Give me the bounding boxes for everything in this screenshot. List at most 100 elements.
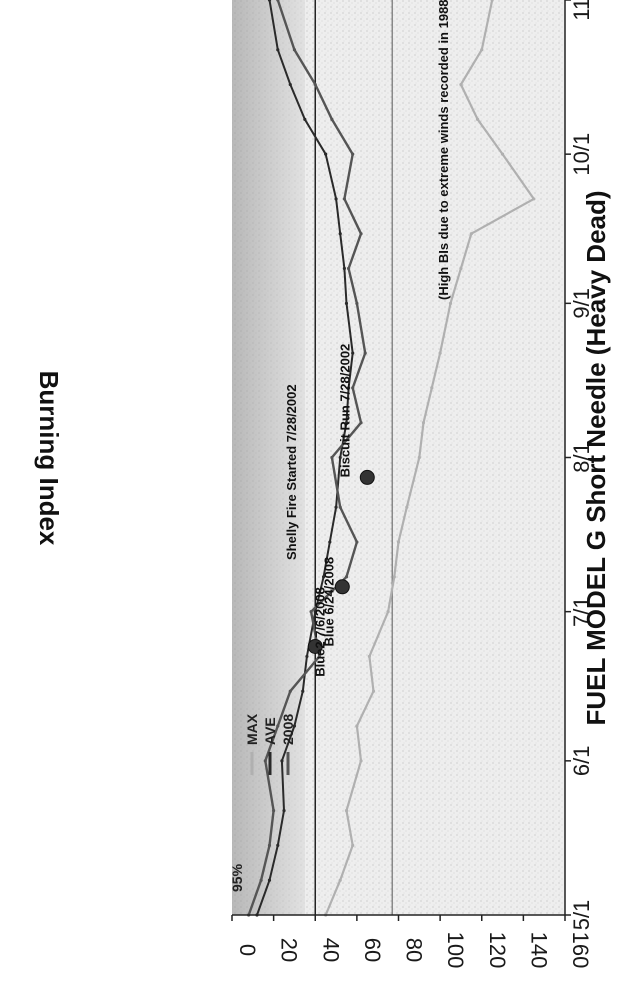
data-point: [267, 843, 272, 847]
data-point: [259, 878, 263, 882]
data-point: [321, 575, 326, 579]
x-tick-label: 6/1: [569, 746, 594, 777]
data-point: [344, 421, 349, 425]
data-point: [405, 505, 409, 509]
legend-label-ave: AVE: [262, 717, 278, 745]
data-point: [342, 197, 346, 201]
data-point: [267, 878, 272, 882]
data-point: [459, 82, 463, 87]
data-point: [309, 610, 313, 614]
data-point: [313, 82, 317, 87]
data-point: [480, 48, 484, 52]
data-point: [459, 266, 463, 271]
y-tick-label: 160: [568, 932, 593, 969]
data-point: [417, 455, 421, 460]
data-point: [342, 266, 346, 271]
data-point: [338, 232, 342, 236]
event-label: Biscuit Run 7/28/2002: [337, 344, 352, 478]
y-axis-title: Burning Index: [34, 371, 64, 546]
data-point: [338, 878, 342, 882]
data-point: [330, 117, 334, 121]
data-point: [469, 232, 473, 236]
data-point: [324, 152, 328, 156]
data-point: [346, 386, 351, 390]
data-point: [367, 654, 371, 659]
data-point: [363, 351, 367, 355]
data-point: [338, 505, 342, 509]
y-tick-label: 0: [235, 944, 260, 956]
series-layer: [247, 0, 536, 917]
data-point: [288, 689, 292, 693]
x-tick-label: 5/1: [569, 900, 594, 931]
data-point: [303, 117, 307, 121]
data-point: [344, 808, 349, 813]
event-marker: [359, 469, 375, 485]
data-point: [344, 301, 349, 305]
data-point: [448, 301, 453, 305]
y-tick-label: 60: [360, 938, 385, 962]
annotation-shelly-fire: Shelly Fire Started 7/28/2002: [284, 384, 299, 560]
data-point: [276, 48, 280, 52]
data-point: [334, 197, 338, 201]
data-point: [313, 610, 317, 614]
data-point: [355, 724, 359, 728]
data-point: [330, 455, 334, 460]
data-point: [338, 455, 342, 460]
y-tick-label: 20: [277, 938, 302, 962]
y-tick-label: 100: [443, 932, 468, 969]
data-point: [359, 759, 363, 763]
data-point: [292, 48, 297, 52]
legend-label-2008: 2008: [280, 714, 296, 745]
data-point: [430, 386, 434, 390]
data-point: [280, 759, 284, 763]
data-point: [305, 654, 309, 659]
data-point: [396, 540, 401, 544]
data-point: [301, 689, 305, 693]
event-label: Blue2 7/6/2008: [312, 587, 327, 677]
data-point: [272, 808, 276, 813]
x-axis-title: FUEL MODEL G Short Needle (Heavy Dead): [581, 190, 611, 725]
data-point: [263, 759, 267, 763]
data-point: [288, 82, 292, 87]
data-point: [386, 610, 390, 614]
data-point: [421, 421, 426, 425]
data-point: [371, 689, 376, 693]
y-tick-label: 140: [526, 932, 551, 969]
y-axis: 0 20 40 60 80 100 120 140 160: [231, 915, 593, 969]
data-point: [334, 505, 338, 509]
data-point: [328, 540, 332, 544]
data-point: [276, 0, 280, 2]
x-axis: 5/1 6/1 7/1 8/1 9/1 10/1 11/1: [565, 0, 594, 930]
data-point: [351, 152, 355, 156]
data-point: [490, 0, 494, 2]
data-point: [355, 301, 359, 305]
event-marker: [334, 579, 350, 595]
event-marker: [307, 638, 323, 654]
data-point: [392, 575, 396, 579]
data-point: [532, 197, 536, 201]
data-point: [359, 421, 363, 425]
legend-label-max: MAX: [244, 713, 260, 745]
y-tick-label: 40: [318, 938, 343, 962]
y-tick-label: 80: [402, 938, 427, 962]
data-point: [276, 843, 280, 847]
data-point: [351, 386, 355, 390]
data-point: [292, 724, 297, 728]
data-point: [346, 266, 351, 271]
data-point: [282, 808, 286, 813]
x-tick-label: 11/1: [569, 0, 594, 21]
legend: MAX AVE 2008: [244, 713, 296, 775]
annotation-high-bis: (High BIs due to extreme winds recorded …: [436, 0, 451, 300]
data-point: [475, 117, 480, 121]
data-point: [351, 351, 355, 355]
data-point: [276, 724, 280, 728]
data-point: [438, 351, 442, 355]
x-tick-label: 10/1: [569, 133, 594, 176]
data-point: [344, 575, 349, 579]
x-tick-label: 8/1: [569, 442, 594, 473]
data-point: [500, 152, 505, 156]
x-tick-label: 9/1: [569, 288, 594, 319]
data-point: [317, 654, 322, 659]
